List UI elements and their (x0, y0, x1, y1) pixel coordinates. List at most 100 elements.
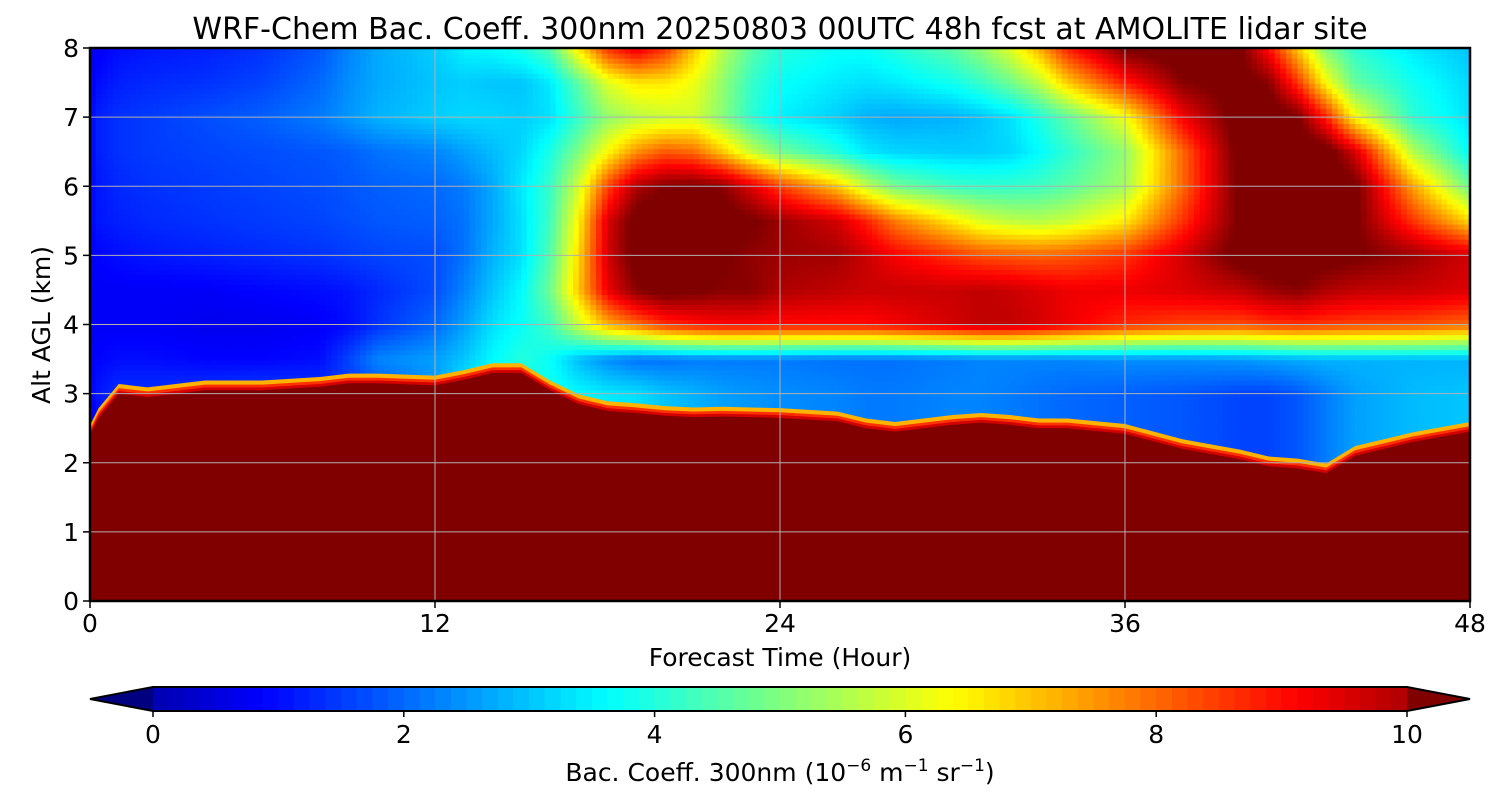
contour-cell (107, 58, 114, 64)
contour-cell (268, 334, 275, 341)
contour-cell (222, 208, 229, 215)
contour-cell (331, 148, 338, 155)
contour-cell (182, 349, 189, 356)
contour-cell (233, 58, 241, 64)
contour-cell (182, 314, 189, 321)
contour-cell (107, 294, 114, 300)
contour-cell (279, 234, 287, 240)
contour-cell (124, 223, 131, 230)
contour-cell (124, 203, 131, 210)
contour-cell (107, 254, 114, 260)
contour-cell (124, 359, 131, 366)
contour-cell (256, 168, 264, 175)
contour-cell (90, 83, 97, 89)
contour-cell (251, 244, 258, 250)
contour-cell (297, 73, 304, 79)
contour-cell (268, 354, 275, 361)
contour-cell (262, 329, 269, 336)
contour-cell (239, 354, 246, 361)
contour-cell (141, 324, 149, 331)
contour-cell (308, 223, 315, 230)
contour-cell (308, 73, 315, 79)
contour-cell (320, 299, 327, 305)
contour-cell (222, 53, 229, 59)
contour-cell (239, 138, 246, 145)
contour-cell (239, 103, 246, 109)
contour-cell (320, 78, 327, 84)
contour-cell (268, 113, 275, 119)
contour-cell (170, 213, 177, 220)
contour-cell (239, 158, 246, 165)
contour-cell (297, 153, 304, 160)
contour-cell (343, 188, 350, 195)
contour-cell (279, 213, 287, 220)
contour-cell (147, 339, 154, 346)
contour-cell (193, 48, 200, 54)
contour-cell (176, 158, 183, 165)
contour-cell (159, 339, 166, 346)
contour-cell (193, 143, 200, 150)
contour-cell (297, 324, 304, 331)
contour-cell (199, 218, 206, 225)
contour-cell (101, 213, 108, 220)
contour-cell (90, 193, 97, 200)
contour-cell (222, 239, 229, 245)
contour-cell (222, 234, 229, 240)
contour-cell (228, 63, 235, 69)
contour-cell (216, 274, 223, 280)
contour-cell (320, 198, 327, 205)
contour-cell (164, 118, 172, 125)
contour-cell (228, 68, 235, 74)
contour-cell (308, 284, 315, 290)
contour-cell (245, 48, 252, 54)
contour-cell (256, 244, 264, 250)
contour-cell (141, 279, 149, 285)
contour-cell (233, 228, 241, 235)
contour-cell (268, 83, 275, 89)
contour-cell (331, 108, 338, 114)
contour-cell (285, 83, 292, 89)
contour-cell (164, 68, 172, 74)
contour-cell (159, 163, 166, 170)
contour-cell (320, 128, 327, 135)
contour-cell (233, 254, 241, 260)
contour-cell (251, 118, 258, 125)
contour-cell (279, 369, 287, 376)
contour-cell (95, 173, 103, 180)
contour-cell (325, 239, 333, 245)
contour-cell (124, 118, 131, 125)
contour-cell (325, 98, 333, 104)
contour-cell (245, 234, 252, 240)
contour-cell (291, 133, 298, 140)
contour-cell (291, 329, 298, 336)
contour-cell (302, 264, 310, 270)
contour-cell (279, 309, 287, 316)
contour-cell (279, 93, 287, 99)
contour-cell (113, 213, 120, 220)
contour-cell (302, 93, 310, 99)
contour-cell (113, 108, 120, 114)
contour-cell (107, 234, 114, 240)
contour-cell (118, 138, 126, 145)
contour-cell (222, 103, 229, 109)
contour-cell (164, 138, 172, 145)
contour-cell (337, 48, 344, 54)
contour-cell (262, 193, 269, 200)
contour-cell (187, 344, 195, 351)
contour-cell (325, 58, 333, 64)
contour-cell (130, 269, 137, 275)
contour-cell (193, 53, 200, 59)
contour-cell (95, 384, 103, 391)
contour-cell (193, 188, 200, 195)
contour-cell (136, 168, 143, 175)
contour-cell (124, 53, 131, 59)
contour-cell (170, 374, 177, 381)
contour-cell (205, 223, 212, 230)
contour-cell (199, 344, 206, 351)
contour-cell (187, 133, 195, 140)
contour-cell (164, 133, 172, 140)
contour-cell (343, 158, 350, 165)
contour-cell (268, 118, 275, 125)
contour-cell (245, 354, 252, 361)
contour-cell (297, 269, 304, 275)
